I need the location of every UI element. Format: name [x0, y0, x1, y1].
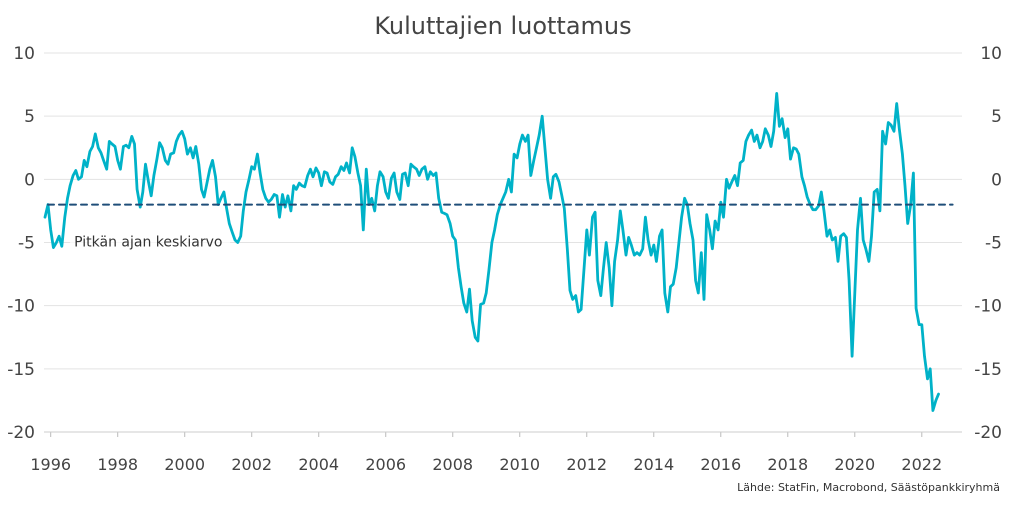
y-tick-label-right: 0: [991, 170, 1002, 190]
confidence-series-line: [43, 92, 940, 412]
y-axis-labels: 10 10 5 5 0 0 -5 -5 -10 -10 -15 -15 -20 -20: [7, 44, 1002, 443]
x-tick-label: 2016: [700, 455, 741, 474]
y-tick-label-left: -5: [18, 234, 35, 254]
y-tick-label-right: 5: [991, 107, 1002, 127]
chart-title: Kuluttajien luottamus: [374, 12, 631, 40]
x-tick-label: 2002: [231, 455, 272, 474]
source-note: Lähde: StatFin, Macrobond, Säästöpankkir…: [737, 481, 1000, 494]
x-tick-label: 2022: [901, 455, 942, 474]
x-tick-label: 2014: [633, 455, 674, 474]
x-axis-labels: 1996 1998 2000 2002 2004 2006 2008 2010 2012 2014…: [30, 431, 962, 474]
x-tick-label: 2006: [365, 455, 406, 474]
x-tick-label: 2012: [566, 455, 607, 474]
y-tick-label-left: 5: [24, 107, 35, 127]
y-tick-label-right: 10: [980, 44, 1002, 64]
x-tick-label: 1996: [30, 455, 71, 474]
y-tick-label-left: 10: [13, 44, 35, 64]
y-tick-label-right: -15: [974, 360, 1002, 380]
annotation-background: [70, 232, 231, 253]
x-tick-label: 1998: [97, 455, 138, 474]
x-tick-label: 2010: [499, 455, 540, 474]
y-tick-label-right: -10: [974, 297, 1002, 317]
annotation-label: Pitkän ajan keskiarvo: [74, 234, 222, 250]
x-tick-label: 2008: [432, 455, 473, 474]
x-tick-label: 2004: [298, 455, 339, 474]
series: [43, 92, 954, 412]
x-tick-label: 2018: [767, 455, 808, 474]
y-tick-label-right: -5: [985, 234, 1002, 254]
y-tick-label-left: 0: [24, 170, 35, 190]
y-tick-label-left: -10: [7, 297, 35, 317]
y-tick-label-right: -20: [974, 423, 1002, 443]
y-tick-label-left: -20: [7, 423, 35, 443]
y-tick-label-left: -15: [7, 360, 35, 380]
x-tick-label: 2020: [834, 455, 875, 474]
x-tick-label: 2000: [164, 455, 205, 474]
